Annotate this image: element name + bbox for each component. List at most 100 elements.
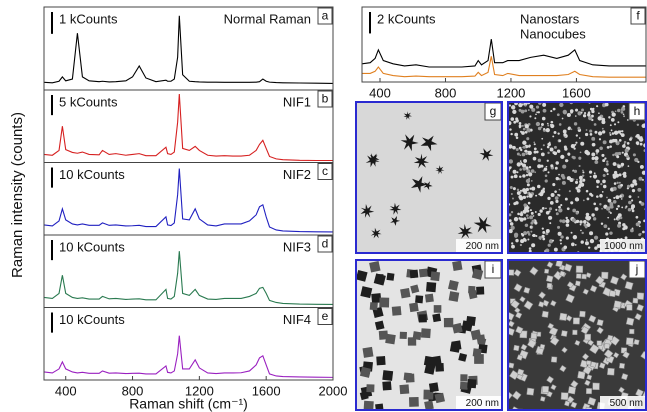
particle	[606, 173, 609, 176]
nanocube	[609, 290, 616, 298]
nanocube	[434, 392, 445, 404]
particle	[537, 158, 542, 163]
nanocube	[412, 331, 422, 341]
particle	[601, 190, 604, 193]
particle	[508, 144, 513, 149]
particle	[535, 105, 540, 109]
particle	[549, 147, 554, 152]
particle	[533, 147, 537, 151]
particle	[572, 178, 575, 181]
particle	[604, 102, 609, 107]
particle	[598, 138, 602, 141]
particle	[541, 116, 546, 121]
particle	[566, 112, 571, 118]
micrograph-frame	[355, 101, 503, 254]
particle	[549, 222, 552, 225]
particle	[512, 197, 514, 200]
nanocube	[519, 330, 528, 339]
particle	[577, 185, 582, 189]
nanocube	[596, 340, 602, 346]
nanocube	[579, 310, 586, 318]
nanocube	[635, 388, 644, 398]
particle	[618, 173, 622, 177]
particle	[601, 207, 603, 210]
nanocube	[585, 388, 593, 395]
particle	[587, 111, 591, 115]
particle	[626, 150, 629, 153]
panel-letter-box	[317, 235, 333, 253]
particle	[508, 219, 512, 223]
particle	[620, 108, 624, 111]
particle	[632, 153, 636, 157]
particle	[617, 204, 620, 208]
particle	[636, 123, 640, 126]
particle	[641, 123, 646, 129]
particle	[636, 133, 640, 138]
nanocube	[448, 291, 460, 302]
particle	[542, 187, 546, 191]
nanocube	[561, 346, 568, 354]
particle	[573, 122, 578, 126]
particle	[580, 229, 582, 232]
particle	[577, 111, 582, 116]
particle	[558, 194, 561, 197]
particle	[512, 109, 517, 115]
nanocube	[513, 269, 522, 277]
particle	[586, 221, 589, 224]
particle	[519, 175, 522, 178]
micrograph-scale-label: 500 nm	[610, 398, 643, 409]
nanostar	[411, 176, 428, 193]
nanocube	[632, 297, 639, 304]
spectrum-line	[44, 251, 333, 306]
particle	[531, 226, 534, 228]
nanocube	[559, 312, 568, 321]
nanocube	[544, 268, 550, 274]
nanocube	[560, 330, 568, 337]
nanocube	[472, 348, 482, 358]
particle	[605, 232, 609, 236]
particle	[589, 231, 594, 236]
particle	[559, 239, 562, 242]
nanocube	[523, 300, 534, 310]
panel-letter-box	[317, 90, 333, 108]
particle	[553, 130, 557, 134]
particle	[510, 211, 514, 214]
particle	[575, 134, 579, 137]
particle	[543, 167, 548, 172]
scale-bar-label: 1 kCounts	[59, 11, 118, 26]
nanocube	[378, 330, 389, 340]
nanocube	[595, 275, 605, 286]
particle	[528, 247, 532, 250]
particle	[602, 184, 607, 189]
particle	[521, 152, 526, 157]
micrograph: 200 nm g	[356, 102, 502, 253]
panel-letter: a	[322, 9, 329, 23]
particle	[577, 126, 581, 130]
particle	[547, 196, 551, 201]
nanostar	[403, 111, 412, 120]
y-axis-label: Raman intensity (counts)	[9, 112, 26, 278]
particle	[617, 164, 621, 169]
nanocube	[399, 331, 407, 340]
particle	[531, 186, 536, 191]
particle	[518, 217, 521, 220]
particle	[555, 161, 559, 165]
particle	[554, 190, 557, 193]
panel-letter: j	[635, 262, 639, 276]
nanocube	[580, 326, 590, 335]
particle	[581, 174, 585, 177]
particle	[518, 194, 523, 199]
particle	[521, 124, 524, 127]
particle	[622, 144, 626, 148]
particle	[611, 112, 616, 117]
nanocube	[391, 306, 402, 316]
nanocube	[408, 397, 419, 407]
particle	[631, 209, 635, 213]
nanocube	[619, 362, 625, 369]
particle	[638, 137, 644, 142]
x-tick-label: 1600	[252, 383, 281, 398]
particle	[565, 223, 570, 227]
particle	[594, 207, 599, 211]
nanocube	[519, 296, 526, 303]
